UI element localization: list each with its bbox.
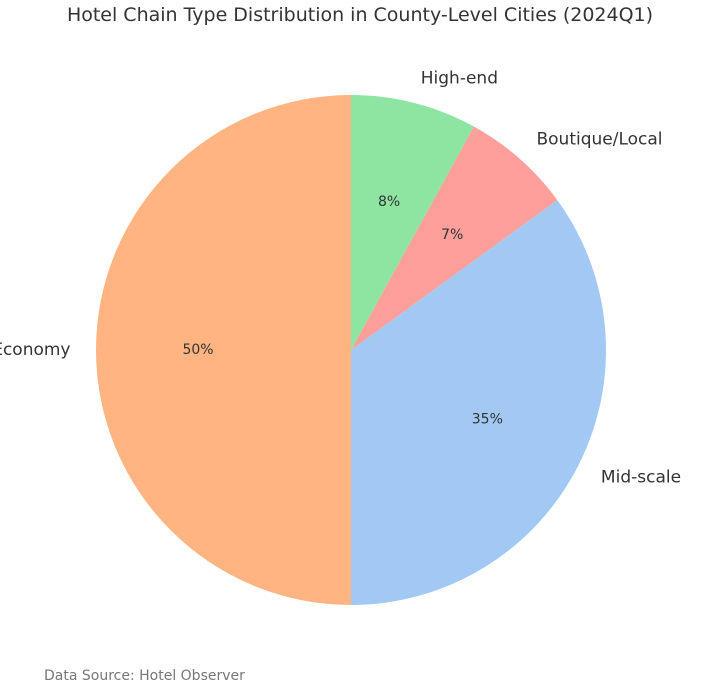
- slice-value-label-mid-scale: 35%: [472, 411, 503, 427]
- slice-category-label-mid-scale: Mid-scale: [601, 467, 681, 487]
- slice-value-label-boutique-local: 7%: [441, 227, 463, 243]
- data-source-note: Data Source: Hotel Observer: [44, 668, 245, 684]
- slice-value-label-high-end: 8%: [378, 194, 400, 210]
- pie-slice-economy: [96, 95, 351, 605]
- slice-category-label-economy: Economy: [0, 340, 71, 360]
- slice-value-label-economy: 50%: [182, 342, 213, 358]
- slice-category-label-high-end: High-end: [421, 68, 498, 88]
- slice-category-label-boutique-local: Boutique/Local: [536, 130, 662, 150]
